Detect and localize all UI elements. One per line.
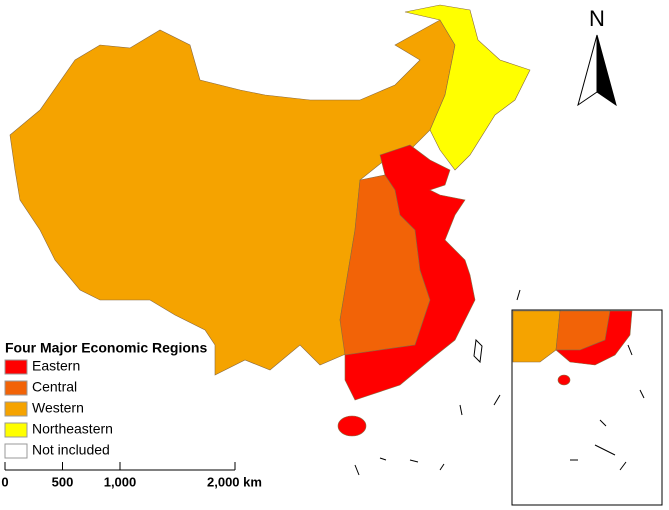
taiwan: [473, 338, 483, 364]
legend-label: Central: [32, 379, 77, 395]
inset-islands: [570, 344, 645, 471]
northeastern-region: [404, 4, 531, 171]
legend-swatch: [4, 443, 28, 459]
inset-western: [512, 310, 561, 363]
legend-swatch: [4, 422, 28, 438]
main-map: [9, 4, 531, 476]
islands: [354, 289, 521, 476]
scale-label: 0: [1, 474, 8, 489]
inset-map: [511, 309, 663, 506]
legend-label: Eastern: [32, 358, 80, 374]
north-arrow: N: [577, 6, 617, 107]
legend-swatch: [4, 359, 28, 375]
scale-bar: 0 500 1,000 2,000 km: [1, 462, 262, 489]
legend-label: Western: [32, 400, 84, 416]
scale-label: 2,000 km: [207, 474, 262, 489]
inset-hainan: [557, 374, 571, 386]
legend-label: Northeastern: [32, 421, 113, 437]
arrow-right: [596, 34, 617, 107]
legend-label: Not included: [32, 442, 110, 458]
scale-label: 500: [52, 474, 74, 489]
legend-swatch: [4, 380, 28, 396]
legend-title: Four Major Economic Regions: [5, 340, 207, 356]
legend: Eastern Central Western Northeastern Not inc…: [4, 358, 113, 459]
arrow-left: [577, 34, 598, 107]
legend-swatch: [4, 401, 28, 417]
eastern-region: [344, 144, 476, 401]
hainan: [337, 415, 367, 437]
north-label: N: [589, 6, 605, 31]
inset-eastern: [555, 310, 633, 366]
scale-label: 1,000: [104, 474, 137, 489]
